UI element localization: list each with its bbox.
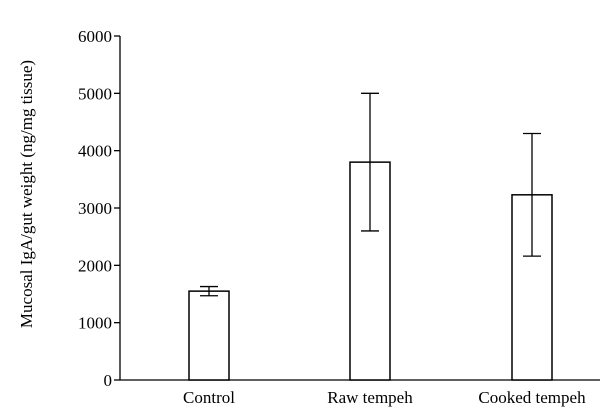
y-tick-label: 0 bbox=[104, 371, 113, 390]
y-tick-label: 2000 bbox=[78, 256, 112, 275]
y-tick-label: 1000 bbox=[78, 314, 112, 333]
y-tick-label: 3000 bbox=[78, 199, 112, 218]
category-label: Control bbox=[183, 388, 235, 407]
y-tick-label: 5000 bbox=[78, 84, 112, 103]
y-ticks: 0 1000 2000 3000 4000 5000 6000 bbox=[78, 27, 120, 390]
bar bbox=[188, 290, 230, 381]
y-tick-label: 6000 bbox=[78, 27, 112, 46]
error-bar bbox=[361, 92, 379, 232]
y-axis-label: Mucosal IgA/gut weight (ng/mg tissue) bbox=[17, 60, 36, 328]
category-label: Cooked tempeh bbox=[478, 388, 586, 407]
error-bars bbox=[200, 92, 541, 297]
bars bbox=[188, 161, 553, 381]
error-bar bbox=[523, 132, 541, 257]
category-labels: Control Raw tempeh Cooked tempeh bbox=[183, 388, 586, 407]
y-tick-label: 4000 bbox=[78, 142, 112, 161]
error-bar bbox=[200, 285, 218, 297]
category-label: Raw tempeh bbox=[327, 388, 413, 407]
